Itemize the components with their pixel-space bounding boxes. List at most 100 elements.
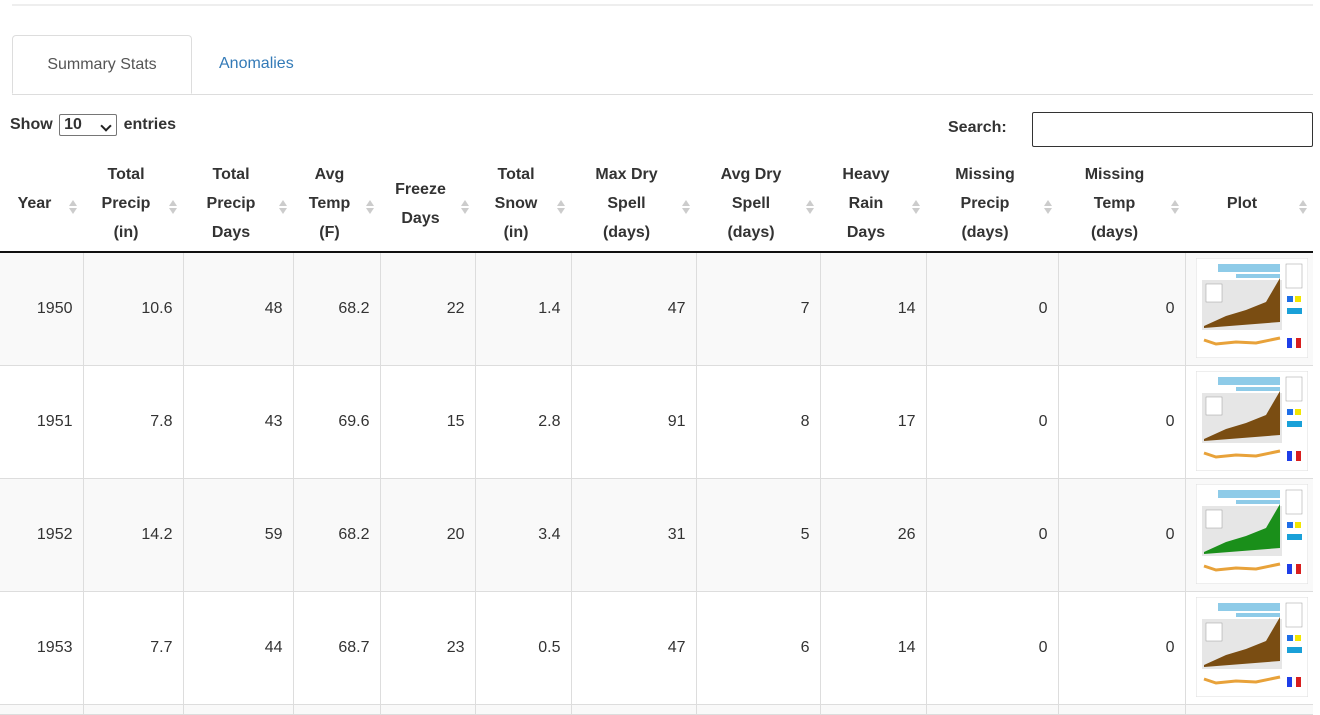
table-cell: 8 <box>695 365 820 479</box>
header-text: Heavy <box>842 166 890 183</box>
header-text: Missing <box>1084 166 1145 183</box>
table-cell: 68.2 <box>292 478 380 592</box>
table-cell: 0 <box>1057 478 1185 592</box>
table-cell: 69.6 <box>292 365 380 479</box>
table-cell: 5 <box>695 478 820 592</box>
plot-thumbnail[interactable] <box>1195 596 1308 698</box>
table-row: 1953 7.7 44 68.7 23 0.5 47 6 14 0 0 <box>0 591 1313 705</box>
column-header[interactable]: Plot <box>1185 158 1313 253</box>
table-cell: 1.4 <box>474 252 571 366</box>
plot-cell <box>1184 365 1313 479</box>
plot-cell <box>1184 478 1313 592</box>
column-header[interactable]: Total Precip (in) <box>83 158 183 253</box>
tab[interactable]: Anomalies <box>219 55 294 72</box>
column-header[interactable]: Total Precip Days <box>183 158 293 253</box>
table-cell: 0.5 <box>474 591 571 705</box>
table-cell: 14 <box>819 591 926 705</box>
header-text: Rain <box>848 195 884 212</box>
table-cell: 26 <box>819 478 926 592</box>
header-text: Precip <box>101 195 151 212</box>
header-text: (days) <box>961 224 1009 241</box>
table-cell: 22 <box>379 252 475 366</box>
table-cell: 6 <box>695 591 820 705</box>
header-text: Spell <box>731 195 771 212</box>
tab[interactable]: Summary Stats <box>12 35 192 94</box>
header-text: Year <box>17 195 52 212</box>
header-text: Days <box>401 209 440 227</box>
column-header[interactable]: Missing Precip (days) <box>926 158 1058 253</box>
table-cell: 68.2 <box>292 252 380 366</box>
table-cell: 43 <box>182 365 293 479</box>
tab-bar: Summary Stats Anomalies <box>12 35 1313 95</box>
table-row: 1952 14.2 59 68.2 20 3.4 31 5 26 0 0 <box>0 478 1313 592</box>
entries-select[interactable]: 10 <box>59 114 118 136</box>
table-cell: 1951 <box>0 365 83 479</box>
column-header[interactable]: Avg Dry Spell (days) <box>696 158 820 253</box>
table-cell <box>0 704 83 715</box>
search-input[interactable] <box>1032 112 1313 147</box>
header-text: Avg Dry <box>720 166 782 183</box>
table-cell <box>474 704 571 715</box>
table-cell <box>819 704 926 715</box>
label: Show <box>10 116 53 133</box>
table-cell: 0 <box>925 252 1058 366</box>
column-header[interactable]: Heavy Rain Days <box>820 158 926 253</box>
table-cell <box>925 704 1058 715</box>
table-cell: 7.8 <box>82 365 183 479</box>
table-cell <box>1057 704 1185 715</box>
table-cell: 91 <box>570 365 696 479</box>
table-cell <box>1184 704 1313 715</box>
column-header[interactable]: Missing Temp (days) <box>1058 158 1185 253</box>
header-text: Missing <box>955 166 1015 183</box>
column-header[interactable]: Max Dry Spell (days) <box>571 158 696 253</box>
table-cell: 7 <box>695 252 820 366</box>
table-cell: 1952 <box>0 478 83 592</box>
header-text: (in) <box>503 224 529 241</box>
table-cell: 2.8 <box>474 365 571 479</box>
table-cell <box>82 704 183 715</box>
data-table: Year Total Precip (in) Total Precip Days Avg Tem… <box>0 158 1313 715</box>
header-text: Max Dry <box>595 166 658 183</box>
table-row: 1951 7.8 43 69.6 15 2.8 91 8 17 0 0 <box>0 365 1313 479</box>
column-header[interactable]: Total Snow (in) <box>475 158 571 253</box>
header-text: Total <box>212 166 250 183</box>
column-header[interactable]: Freeze Days <box>380 158 475 253</box>
table-cell: 0 <box>925 591 1058 705</box>
table-cell: 17 <box>819 365 926 479</box>
table-cell: 14 <box>819 252 926 366</box>
header-text: Snow <box>494 195 538 212</box>
table-cell: 47 <box>570 252 696 366</box>
column-header[interactable]: Avg Temp (F) <box>293 158 380 253</box>
header-text: Temp <box>1093 195 1136 212</box>
table-cell: 0 <box>1057 252 1185 366</box>
plot-cell <box>1184 591 1313 705</box>
table-cell <box>182 704 293 715</box>
header-text: Days <box>211 224 251 241</box>
plot-thumbnail[interactable] <box>1195 483 1308 585</box>
table-cell: 47 <box>570 591 696 705</box>
header-text: Days <box>846 224 886 241</box>
header-text: Plot <box>1226 195 1258 212</box>
header-row: Year Total Precip (in) Total Precip Days Avg Tem… <box>0 158 1313 253</box>
table-cell: 10.6 <box>82 252 183 366</box>
plot-thumbnail[interactable] <box>1195 257 1308 359</box>
header-text: (days) <box>1090 224 1139 241</box>
header-text: (days) <box>602 224 651 241</box>
header-text: Total <box>497 166 535 183</box>
table-cell: 44 <box>182 591 293 705</box>
table-cell: 0 <box>925 365 1058 479</box>
table-cell: 59 <box>182 478 293 592</box>
table-cell: 3.4 <box>474 478 571 592</box>
table-row: 1950 10.6 48 68.2 22 1.4 47 7 14 0 0 <box>0 252 1313 366</box>
table-cell <box>570 704 696 715</box>
header-text: (F) <box>319 224 340 241</box>
table-cell: 14.2 <box>82 478 183 592</box>
column-header[interactable]: Year <box>0 158 83 253</box>
header-text: Precip <box>960 195 1010 212</box>
plot-thumbnail[interactable] <box>1195 370 1308 472</box>
table-cell: 0 <box>1057 591 1185 705</box>
table-cell: 7.7 <box>82 591 183 705</box>
table-cell <box>379 704 475 715</box>
table-row <box>0 704 1313 715</box>
